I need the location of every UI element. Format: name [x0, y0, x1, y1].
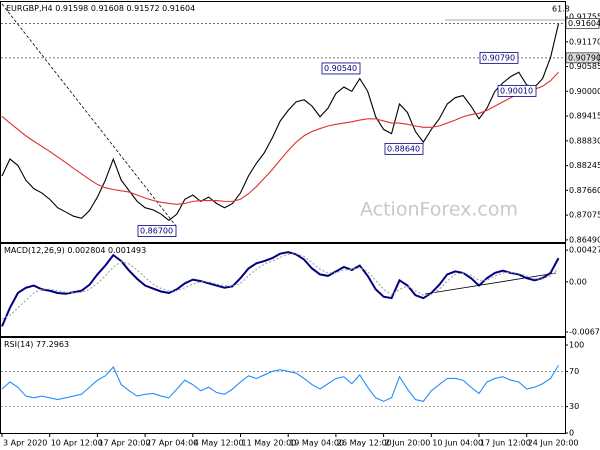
- x-tick-label: 17 Apr 20:00: [98, 439, 150, 448]
- annotation-box: [384, 142, 424, 155]
- macd-title: MACD(12,26,9): [4, 246, 65, 255]
- macd-trend-line: [424, 272, 557, 295]
- macd-pane: [0, 243, 566, 337]
- y-tick-label: 0.86490: [569, 235, 600, 244]
- price-header: EURGBP,H4 0.91598 0.91608 0.91572 0.9160…: [6, 4, 195, 13]
- x-tick-label: 27 Apr 04:00: [146, 439, 198, 448]
- x-tick-label: 10 Apr 12:00: [51, 439, 103, 448]
- rsi-title: RSI(14): [4, 340, 33, 349]
- y-tick-label: 0.89415: [569, 112, 600, 121]
- y-tick-label: 0.91170: [569, 37, 600, 46]
- series-line: [1, 71, 559, 205]
- watermark: ActionForex.com: [360, 199, 518, 221]
- x-tick-label: 19 May 04:00: [289, 439, 344, 448]
- price-pane: [0, 1, 566, 243]
- y-tick-label: 70: [569, 367, 579, 376]
- annotation-box: [137, 225, 177, 237]
- rsi-reading: 77.2963: [36, 340, 69, 349]
- price-mark-label: 0.91604: [568, 19, 600, 28]
- price-mark-box: [565, 52, 600, 64]
- annotation-label: 0.90540: [324, 64, 357, 73]
- x-tick-label: 26 May 12:00: [337, 439, 392, 448]
- annotation-label: 0.90010: [500, 86, 533, 95]
- annotation-box: [321, 62, 361, 75]
- macd-reading: 0.002804: [67, 246, 105, 255]
- high: 0.91608: [91, 4, 124, 13]
- y-tick-label: 0.87075: [569, 211, 600, 220]
- series-line: [1, 251, 560, 327]
- x-tick-label: 24 Jun 20:00: [528, 439, 579, 448]
- fib-label: 61.8: [552, 5, 570, 14]
- symbol: EURGBP,H4: [6, 4, 53, 13]
- y-tick-label: 0.004274: [569, 246, 600, 255]
- annotation-box: [479, 51, 519, 64]
- y-tick-label: 0.91755: [569, 13, 600, 22]
- y-tick-label: 0.90585: [569, 62, 600, 71]
- annotation-label: 0.86700: [140, 226, 173, 235]
- rsi-pane: [0, 337, 566, 434]
- y-tick-label: 0.87660: [569, 186, 600, 195]
- x-tick-label: 11 May 20:00: [242, 439, 297, 448]
- series-line: [1, 364, 559, 402]
- annotation-label: 0.90790: [482, 53, 515, 62]
- open: 0.91598: [55, 4, 88, 13]
- y-tick-label: 0.88245: [569, 161, 600, 170]
- y-tick-label: -0.006753: [569, 327, 600, 336]
- macd-signal-reading: 0.001493: [108, 246, 146, 255]
- price-mark-box: [565, 18, 600, 29]
- macd-header: MACD(12,26,9) 0.002804 0.001493: [4, 246, 146, 255]
- y-tick-label: 0.90000: [569, 87, 600, 96]
- y-tick-label: 0: [569, 429, 574, 438]
- x-tick-label: 17 Jun 12:00: [480, 439, 531, 448]
- y-tick-label: 30: [569, 402, 579, 411]
- close: 0.91604: [162, 4, 195, 13]
- x-tick-label: 10 Jun 04:00: [432, 439, 483, 448]
- y-tick-label: 0.00: [569, 277, 587, 286]
- price-mark-label: 0.90790: [568, 53, 600, 62]
- y-tick-label: 0.88830: [569, 136, 600, 145]
- x-tick-label: 2 Jun 20:00: [385, 439, 431, 448]
- x-tick-label: 4 May 12:00: [194, 439, 244, 448]
- series-line: [1, 23, 560, 222]
- rsi-header: RSI(14) 77.2963: [4, 340, 69, 349]
- low: 0.91572: [126, 4, 159, 13]
- annotation-label: 0.88640: [387, 144, 420, 153]
- x-tick-label: 3 Apr 2020: [3, 439, 47, 448]
- trend-line: [1, 3, 177, 227]
- series-line: [1, 253, 559, 320]
- y-tick-label: 100: [569, 341, 584, 350]
- annotation-box: [497, 84, 537, 97]
